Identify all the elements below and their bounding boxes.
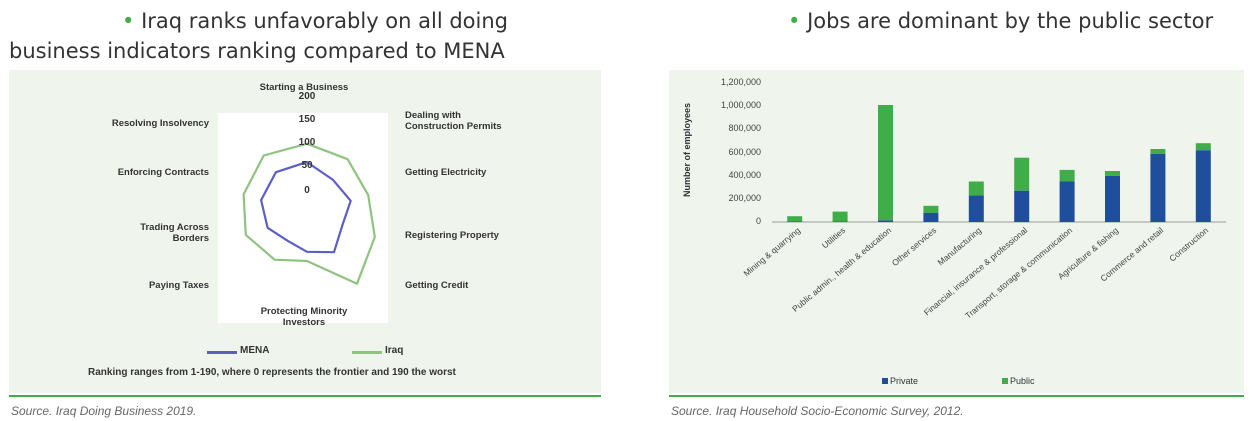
bar-public [923,205,939,213]
bar-private [1059,181,1075,222]
bar-private [1105,175,1120,222]
left-divider [9,395,601,397]
bar-chart [772,105,1226,223]
bar-private [1195,150,1211,222]
bar-y-tick-label: 1,200,000 [720,77,761,87]
radar-tick-label: 0 [304,185,310,196]
radar-chart [242,142,376,285]
bar-private [878,220,893,222]
bar-y-tick-label: 1,000,000 [720,100,761,111]
right-divider [669,395,1244,397]
bar-y-tick-label: 400,000 [728,169,761,180]
bar-public [1150,149,1166,154]
legend-label-private: Private [890,376,919,386]
bar-private [1150,153,1166,222]
left-headline-line2: business indicators ranking compared to … [9,39,505,63]
radar-tick-label: 200 [298,91,316,102]
bar-public [832,211,848,222]
radar-label-construction-permits: Dealing with Construction Permits [405,110,502,132]
bar-private [787,221,803,222]
radar-tick-label: 150 [298,114,316,125]
radar-label-protecting-investors: Protecting Minority Investors [260,306,348,328]
left-headline-bullet: • [122,9,135,33]
bar-public [1195,143,1211,151]
radar-label-getting-electricity: Getting Electricity [405,167,487,178]
right-headline: • Jobs are dominant by the public sector [788,8,1213,34]
legend-swatch-private [882,378,888,384]
right-headline-text: Jobs are dominant by the public sector [807,9,1214,33]
radar-footnote: Ranking ranges from 1-190, where 0 repre… [88,367,456,378]
legend-swatch-public [1002,378,1008,384]
radar-chart-panel: 200 150 100 50 0 Starting a Business Dealing… [9,70,601,393]
bar-public [1059,169,1075,182]
radar-label-resolving-insolvency: Resolving Insolvency [111,118,209,129]
bar-public [968,181,984,196]
bar-y-tick-label: 600,000 [728,146,761,157]
radar-label-starting-business: Starting a Business [259,82,349,93]
radar-legend: MENA Iraq [207,345,437,359]
bar-private [968,195,984,222]
right-source: Source. Iraq Household Socio-Economic Su… [671,404,964,418]
legend-label-iraq: Iraq [385,345,404,356]
legend-label-public: Public [1010,376,1035,386]
bar-public [1014,157,1030,191]
bar-public [878,105,893,221]
bar-chart-panel: Number of employees 0 200,000 400,000 600,0… [669,70,1244,393]
left-headline-text: Iraq ranks unfavorably on all doing [141,9,508,33]
left-source: Source. Iraq Doing Business 2019. [11,404,197,418]
bar-private [832,221,848,222]
bar-private [1014,190,1030,222]
legend-label-mena: MENA [240,345,270,356]
radar-series-iraq [242,142,376,285]
radar-tick-label: 100 [298,137,316,148]
radar-label-registering-property: Registering Property [405,230,499,241]
radar-label-paying-taxes: Paying Taxes [148,280,209,291]
radar-series-mena [260,160,352,254]
radar-label-trading-across-borders: Trading Across Borders [140,222,209,244]
radar-label-enforcing-contracts: Enforcing Contracts [117,167,209,178]
radar-plot-area [218,113,388,323]
bar-y-tick-label: 800,000 [728,123,761,134]
radar-label-getting-credit: Getting Credit [405,280,469,291]
radar-tick-label: 50 [301,160,313,171]
legend-swatch-mena [207,351,237,354]
legend-swatch-iraq [352,351,382,354]
bar-y-tick-label: 200,000 [728,192,761,203]
bar-y-tick-label: 0 [755,216,761,226]
bar-public [1105,171,1120,176]
left-headline-line1: • Iraq ranks unfavorably on all doing [122,8,508,34]
right-headline-bullet: • [788,9,801,33]
bar-private [923,212,939,222]
bar-public [787,216,803,222]
bar-legend: Private Public [882,376,1082,388]
